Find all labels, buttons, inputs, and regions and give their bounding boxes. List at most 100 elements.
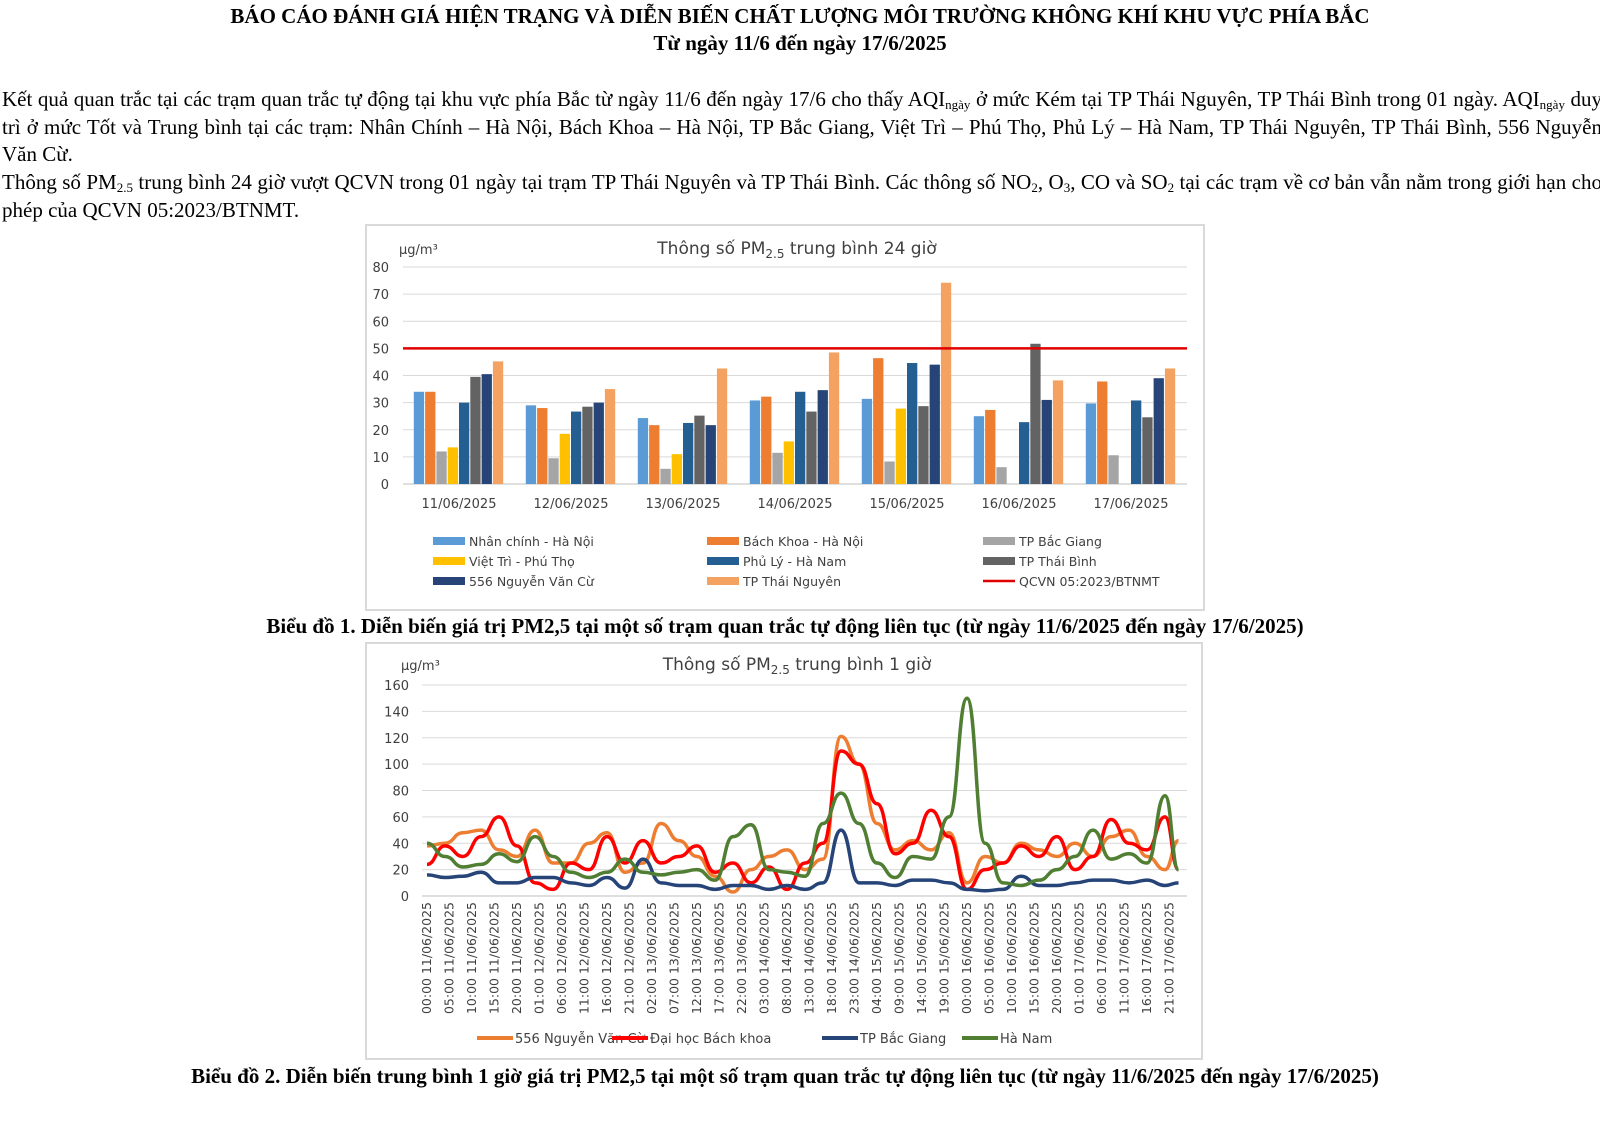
legend-swatch [433, 557, 465, 565]
bar-4 [1019, 422, 1030, 484]
bar-3 [671, 454, 682, 484]
series-line-3 [426, 696, 1181, 888]
legend-label: TP Bắc Giang [1018, 534, 1102, 549]
bar-6 [593, 402, 604, 484]
x-tick-label: 01:00 17/06/2025 [1072, 902, 1087, 1014]
bar-7 [1164, 368, 1176, 484]
legend-label: Hà Nam [1000, 1032, 1052, 1047]
x-tick-label: 22:00 13/06/2025 [734, 902, 749, 1014]
bar-2 [660, 468, 671, 484]
bar-6 [929, 364, 940, 484]
bar-0 [637, 418, 649, 484]
legend-label: 556 Nguyễn Văn Cừ [515, 1032, 646, 1047]
bar-4 [795, 391, 806, 484]
subscript: 3 [1063, 180, 1071, 195]
bar-4 [571, 411, 582, 484]
x-tick-label: 03:00 14/06/2025 [757, 902, 772, 1014]
legend-swatch [707, 537, 739, 545]
legend-label: Việt Trì - Phú Thọ [469, 554, 575, 569]
text: duy trì ở mức Tốt và Trung bình tại các … [2, 87, 1600, 166]
bar-7 [828, 352, 840, 484]
text: Thông số PM [2, 170, 117, 194]
x-tick-label: 10:00 11/06/2025 [464, 902, 479, 1014]
x-tick-label: 15:00 11/06/2025 [487, 902, 502, 1014]
x-tick-label: 02:00 13/06/2025 [644, 902, 659, 1014]
text: , CO và SO [1070, 170, 1168, 194]
bar-7 [1052, 380, 1064, 484]
y-tick-label: 0 [381, 478, 389, 493]
chart2-caption: Biểu đồ 2. Diễn biến trung bình 1 giờ gi… [191, 1064, 1379, 1088]
y-tick-label: 50 [372, 342, 389, 357]
x-tick-label: 00:00 16/06/2025 [959, 902, 974, 1014]
y-tick-label: 160 [384, 679, 409, 694]
bar-4 [683, 422, 694, 484]
x-tick-label: 13:00 14/06/2025 [802, 902, 817, 1014]
bar-1 [425, 391, 436, 484]
y-axis-unit: µg/m³ [399, 243, 438, 258]
x-tick-label: 23:00 14/06/2025 [847, 902, 862, 1014]
x-tick-label: 17:00 13/06/2025 [712, 902, 727, 1014]
bar-5 [470, 376, 481, 484]
legend-label: TP Thái Bình [1018, 554, 1097, 569]
chart-pm25-1h: Thông số PM2.5 trung bình 1 giờ µg/m³ 0 20 4… [365, 642, 1203, 1060]
bar-6 [817, 390, 828, 484]
x-tick-label: 00:00 11/06/2025 [419, 902, 434, 1014]
x-tick-label: 18:00 14/06/2025 [824, 902, 839, 1014]
x-tick-label: 06:00 12/06/2025 [554, 902, 569, 1014]
subscript: ngày [945, 97, 971, 112]
bar-6 [1153, 378, 1164, 484]
subscript: 2 [1031, 180, 1038, 195]
legend-label: TP Bắc Giang [859, 1032, 946, 1047]
bar-3 [783, 441, 794, 484]
x-tick-label: 14/06/2025 [758, 497, 833, 512]
bar-1 [537, 408, 548, 484]
paragraph-aqi: Kết quả quan trắc tại các trạm quan trắc… [2, 86, 1600, 169]
bar-0 [413, 391, 425, 484]
x-tick-label: 19:00 15/06/2025 [937, 902, 952, 1014]
subscript: 2.5 [116, 180, 133, 195]
y-tick-label: 60 [392, 811, 409, 826]
x-tick-label: 16/06/2025 [982, 497, 1057, 512]
x-tick-label: 11:00 17/06/2025 [1117, 902, 1132, 1014]
bar-1 [1097, 381, 1108, 484]
legend-label: Đại học Bách khoa [650, 1032, 771, 1047]
bar-2 [436, 451, 447, 484]
x-tick-label: 15/06/2025 [870, 497, 945, 512]
legend-label: QCVN 05:2023/BTNMT [1019, 574, 1160, 589]
legend-label: 556 Nguyễn Văn Cừ [469, 574, 595, 589]
bar-5 [1142, 417, 1153, 484]
legend-swatch [433, 577, 465, 585]
x-tick-label: 11/06/2025 [422, 497, 497, 512]
chart-title: Thông số PM2.5 trung bình 1 giờ [662, 654, 932, 677]
x-tick-label: 16:00 12/06/2025 [599, 902, 614, 1014]
y-tick-label: 70 [372, 288, 389, 303]
bar-7 [716, 368, 728, 484]
x-tick-label: 06:00 17/06/2025 [1094, 902, 1109, 1014]
report-subtitle: Từ ngày 11/6 đến ngày 17/6/2025 [653, 31, 947, 55]
bar-1 [985, 409, 996, 484]
line-chart-svg: Thông số PM2.5 trung bình 1 giờ µg/m³ 0 20 4… [384, 654, 1187, 1047]
y-tick-label: 60 [372, 315, 389, 330]
bar-1 [873, 358, 884, 484]
legend-swatch [983, 557, 1015, 565]
x-tick-label: 21:00 17/06/2025 [1162, 902, 1177, 1014]
bar-7 [604, 389, 616, 484]
chart-title: Thông số PM2.5 trung bình 24 giờ [656, 238, 937, 261]
bar-5 [918, 406, 929, 484]
text: Kết quả quan trắc tại các trạm quan trắc… [2, 87, 946, 111]
legend-swatch [983, 537, 1015, 545]
text: tại các trạm về cơ bản vẫn nằm trong giớ… [2, 170, 1600, 222]
y-tick-label: 0 [401, 890, 409, 905]
y-tick-label: 40 [392, 837, 409, 852]
y-tick-label: 120 [384, 732, 409, 747]
x-tick-label: 10:00 16/06/2025 [1004, 902, 1019, 1014]
bar-7 [492, 361, 504, 484]
x-tick-label: 20:00 16/06/2025 [1049, 902, 1064, 1014]
bar-3 [447, 447, 458, 484]
series-line-0 [426, 734, 1180, 894]
y-tick-label: 140 [384, 705, 409, 720]
legend-swatch [707, 557, 739, 565]
x-tick-label: 01:00 12/06/2025 [532, 902, 547, 1014]
bar-3 [895, 408, 906, 484]
x-tick-label: 05:00 16/06/2025 [982, 902, 997, 1014]
